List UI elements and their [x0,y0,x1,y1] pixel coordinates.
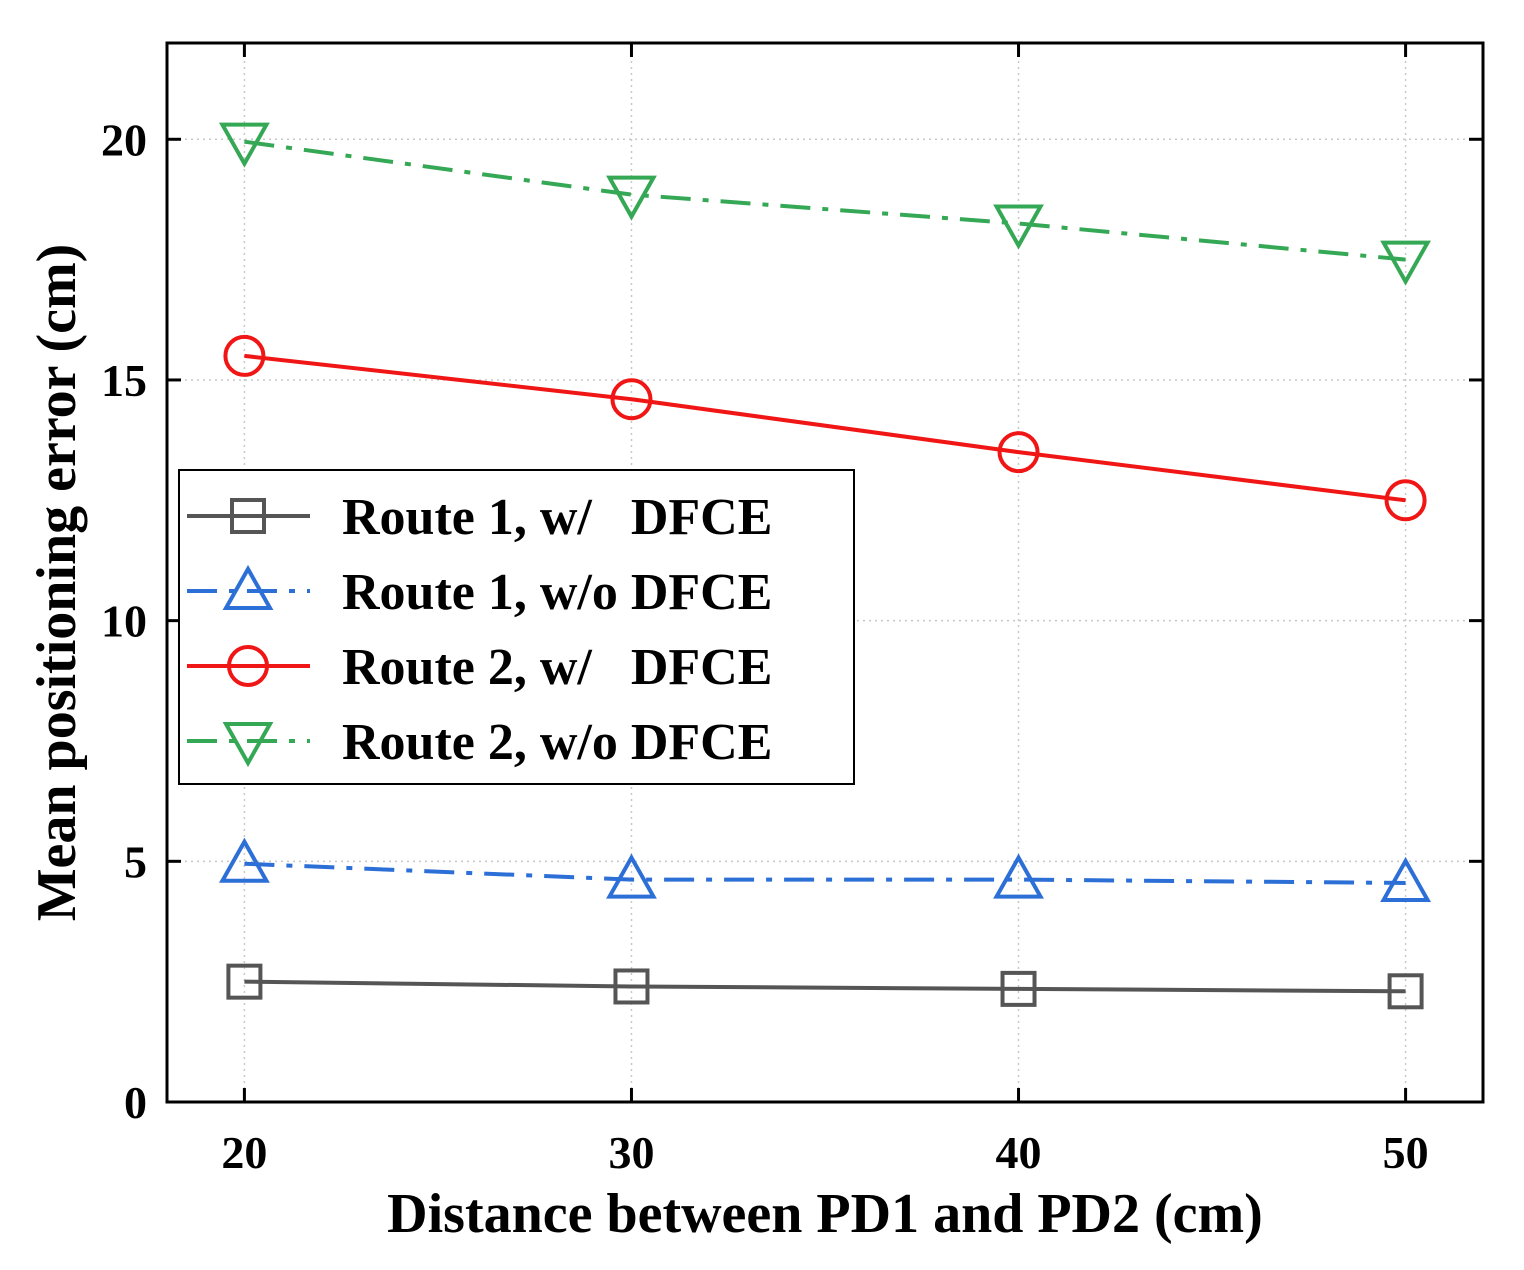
legend: Route 1, w/ DFCE Route 1, w/o DFCE Route 2… [178,469,855,785]
series-4-line [244,139,1406,262]
y-tick-label-20: 20 [101,114,147,165]
series-2 [218,837,1432,902]
x-axis-title: Distance between PD1 and PD2 (cm) [387,1183,1263,1245]
series-1-point-2 [613,968,650,1005]
series-2-point-4 [1380,856,1432,902]
series-4 [218,122,1432,286]
y-tick-label-15: 15 [101,355,147,406]
series-layer [218,122,1432,1010]
y-tick-label-10: 10 [101,596,147,647]
x-tick-label-50: 50 [1383,1127,1429,1178]
series-3-line [244,353,1406,503]
legend-label-3: Route 2, w/ DFCE [342,639,772,696]
x-tick-label-20: 20 [221,1127,267,1178]
series-3 [223,334,1427,522]
legend-marker-4 [222,722,274,768]
series-2-point-3 [993,853,1044,899]
legend-label-2: Route 1, w/o DFCE [342,564,772,621]
series-4-point-4 [1380,240,1432,286]
legend-marker-3 [227,645,269,687]
axis-ticks: 20 30 40 50 0 5 10 15 20 [101,43,1483,1178]
y-axis-title: Mean positioning error (cm) [26,244,88,922]
series-1-point-3 [1000,970,1037,1007]
series-1-point-1 [226,963,263,1000]
legend-box [178,469,855,785]
series-2-line [244,861,1406,885]
y-tick-label-5: 5 [124,836,147,887]
legend-label-4: Route 2, w/o DFCE [342,714,772,771]
series-3-point-2 [610,378,653,421]
series-3-point-3 [997,431,1040,474]
plot-frame [165,41,1485,1104]
legend-marker-2 [222,564,274,610]
series-1-point-4 [1387,973,1424,1010]
series-3-point-4 [1384,479,1427,522]
series-4-point-1 [218,122,270,168]
series-1 [226,963,1424,1010]
series-2-point-1 [218,837,270,883]
series-4-point-2 [606,175,657,221]
y-tick-label-0: 0 [124,1077,147,1128]
series-2-point-2 [606,853,657,899]
series-3-point-1 [223,334,266,377]
x-tick-label-40: 40 [996,1127,1042,1178]
series-4-point-3 [993,204,1044,250]
series-1-line [244,979,1406,994]
legend-label-1: Route 1, w/ DFCE [342,489,772,546]
x-tick-label-30: 30 [608,1127,654,1178]
legend-marker-1 [230,498,266,534]
